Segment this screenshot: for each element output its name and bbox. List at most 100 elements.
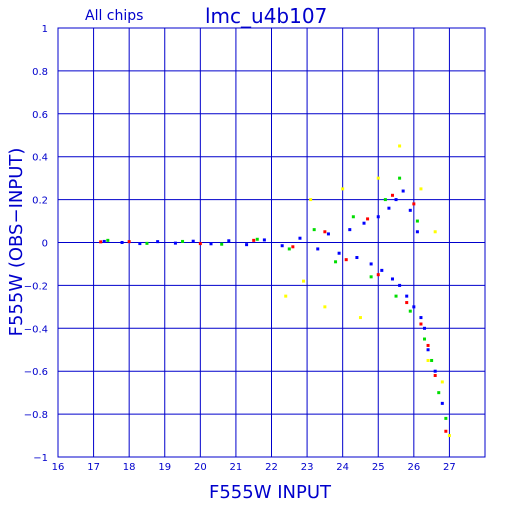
data-point: [447, 434, 451, 438]
data-point: [426, 358, 430, 362]
y-tick-label: 0.4: [32, 153, 48, 164]
data-point: [106, 238, 110, 242]
data-point: [362, 221, 366, 225]
y-tick-label: 1: [42, 24, 48, 35]
data-point: [380, 268, 384, 272]
data-point: [376, 215, 380, 219]
data-point: [181, 239, 185, 243]
data-point: [369, 275, 373, 279]
data-point: [426, 348, 430, 352]
data-points: [99, 144, 451, 438]
x-tick-label: 22: [265, 462, 278, 473]
y-tick-label: −0.4: [24, 324, 48, 335]
data-point: [358, 316, 362, 320]
y-tick-label: −0.2: [24, 281, 48, 292]
data-point: [284, 294, 288, 298]
data-point: [355, 256, 359, 260]
data-point: [401, 189, 405, 193]
data-point: [245, 243, 249, 247]
data-point: [173, 241, 177, 245]
data-point: [302, 279, 306, 283]
x-tick-label: 20: [194, 462, 207, 473]
data-point: [376, 176, 380, 180]
y-tick-label: −1: [33, 453, 48, 464]
data-point: [405, 301, 409, 305]
data-point: [444, 416, 448, 420]
data-point: [433, 373, 437, 377]
data-point: [430, 358, 434, 362]
data-point: [415, 219, 419, 223]
data-point: [412, 202, 416, 206]
data-point: [138, 242, 142, 246]
data-point: [433, 369, 437, 373]
data-point: [348, 228, 352, 232]
data-point: [398, 176, 402, 180]
data-point: [262, 238, 266, 242]
data-point: [366, 217, 370, 221]
data-point: [415, 230, 419, 234]
data-point: [209, 242, 213, 246]
data-point: [99, 240, 103, 244]
x-tick-label: 16: [52, 462, 65, 473]
y-tick-label: −0.8: [24, 410, 48, 421]
data-point: [280, 244, 284, 248]
data-point: [423, 326, 427, 330]
data-point: [440, 380, 444, 384]
data-point: [405, 294, 409, 298]
data-point: [191, 239, 195, 243]
y-tick-label: 0.2: [32, 196, 48, 207]
data-point: [444, 429, 448, 433]
tick-labels: 16 17 18 19 20 21 22 23 24 25 26 27 −1 −0.8 −0.6 −0.4 −0…: [24, 24, 456, 473]
data-point: [408, 309, 412, 313]
data-point: [326, 232, 330, 236]
data-point: [312, 228, 316, 232]
x-axis-label: F555W INPUT: [209, 482, 332, 503]
y-tick-label: 0: [42, 239, 48, 250]
y-tick-label: 0.6: [32, 110, 48, 121]
data-point: [440, 401, 444, 405]
data-point: [102, 239, 106, 243]
data-point: [390, 193, 394, 197]
data-point: [120, 241, 124, 244]
data-point: [337, 251, 341, 255]
data-point: [394, 294, 398, 298]
x-tick-label: 18: [123, 462, 136, 473]
chart-subtitle: All chips: [85, 8, 143, 24]
data-point: [145, 241, 149, 245]
data-point: [419, 316, 423, 320]
data-point: [220, 242, 224, 246]
data-point: [423, 337, 427, 341]
data-point: [334, 260, 338, 264]
data-point: [291, 245, 295, 249]
data-point: [287, 247, 291, 251]
data-point: [408, 208, 412, 212]
data-point: [156, 240, 160, 244]
data-point: [227, 239, 231, 243]
x-tick-label: 24: [336, 462, 349, 473]
data-point: [341, 187, 345, 191]
data-point: [127, 240, 131, 244]
data-point: [198, 242, 202, 246]
data-point: [437, 391, 441, 395]
data-point: [252, 238, 256, 242]
data-point: [433, 230, 437, 234]
x-tick-label: 25: [372, 462, 385, 473]
plot-frame: [57, 27, 486, 458]
data-point: [387, 206, 391, 210]
x-tick-label: 19: [158, 462, 171, 473]
data-point: [344, 258, 348, 262]
data-point: [394, 198, 398, 202]
data-point: [398, 144, 402, 148]
data-point: [309, 198, 313, 202]
data-point: [412, 305, 416, 309]
data-point: [351, 215, 355, 219]
x-tick-label: 21: [230, 462, 243, 473]
data-point: [376, 273, 380, 277]
data-point: [419, 187, 423, 191]
data-point: [419, 322, 423, 326]
y-tick-label: −0.6: [24, 367, 48, 378]
x-tick-label: 17: [87, 462, 100, 473]
